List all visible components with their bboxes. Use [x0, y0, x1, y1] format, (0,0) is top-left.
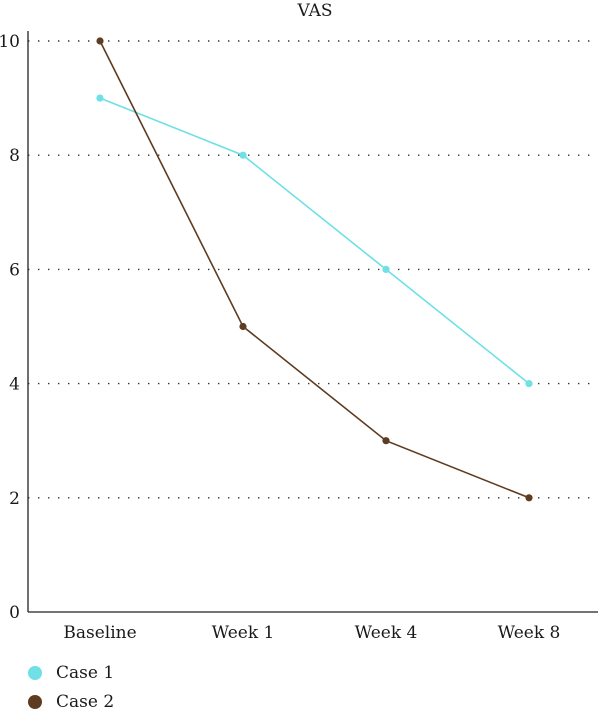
axes	[27, 31, 598, 613]
data-point-case-1-1	[239, 151, 247, 159]
data-point-case-2-0	[96, 37, 104, 45]
legend-item-case-1: Case 1	[28, 658, 114, 687]
y-tick-label-8: 8	[9, 146, 20, 166]
data-point-case-1-3	[525, 380, 533, 388]
y-tick-label-6: 6	[9, 260, 20, 280]
x-tick-label-week-8: Week 8	[498, 623, 561, 643]
legend-item-case-2: Case 2	[28, 687, 114, 716]
series-line-case-2	[99, 40, 530, 499]
y-tick-label-2: 2	[9, 489, 20, 509]
legend: Case 1 Case 2	[28, 658, 114, 716]
legend-label-case-2: Case 2	[56, 691, 115, 712]
x-tick-label-week-4: Week 4	[355, 623, 418, 643]
legend-label-case-1: Case 1	[56, 662, 115, 683]
series-group	[96, 37, 533, 502]
x-axis-ticks: Baseline Week 1 Week 4 Week 8	[63, 623, 560, 643]
y-tick-label-0: 0	[9, 603, 20, 623]
data-point-case-2-3	[525, 494, 533, 502]
data-point-case-2-2	[382, 437, 390, 445]
legend-swatch-case-1	[28, 665, 42, 680]
x-tick-label-baseline: Baseline	[63, 623, 136, 643]
x-tick-label-week-1: Week 1	[212, 623, 275, 643]
y-tick-label-10: 10	[0, 32, 20, 52]
y-axis-ticks: 0 2 4 6 8 10	[0, 32, 20, 623]
data-point-case-1-0	[96, 94, 104, 102]
chart-title: VAS	[296, 1, 332, 21]
data-point-case-2-1	[239, 322, 247, 331]
legend-swatch-case-2	[28, 694, 42, 709]
series-line-case-1	[99, 97, 530, 385]
gridlines	[28, 40, 598, 499]
y-tick-label-4: 4	[9, 375, 20, 395]
data-point-case-1-2	[382, 265, 390, 273]
